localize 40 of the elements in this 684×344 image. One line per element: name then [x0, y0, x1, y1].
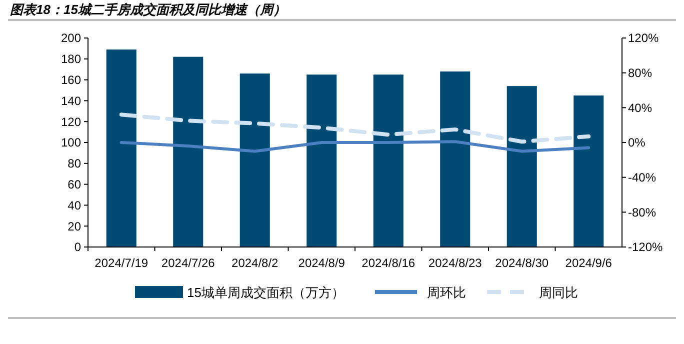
- bar: [373, 74, 404, 247]
- y2-tick-label: 80%: [628, 66, 652, 80]
- x-tick-label: 2024/7/19: [94, 256, 148, 270]
- y2-tick-label: -80%: [628, 205, 656, 220]
- y-tick-label: 60: [68, 178, 82, 192]
- bar: [574, 95, 604, 247]
- line-series: [119, 112, 591, 144]
- bar: [106, 49, 136, 247]
- y-tick-label: 120: [60, 114, 82, 129]
- bar: [240, 74, 270, 247]
- y-tick-label: 160: [60, 73, 82, 87]
- bar: [173, 56, 204, 247]
- bar: [306, 74, 337, 247]
- y-tick-label: 180: [60, 52, 82, 66]
- y-tick-label: 200: [60, 31, 82, 46]
- y-tick-label: 40: [68, 198, 82, 212]
- x-tick-label: 2024/8/30: [495, 256, 549, 270]
- chart-title: 图表18：15城二手房成交面积及同比增速（周）: [10, 2, 286, 17]
- y2-tick-label: -120%: [628, 240, 664, 254]
- y-tick-label: 0: [74, 240, 82, 254]
- bar: [506, 86, 537, 247]
- legend-label: 15城单周成交面积（万方）: [187, 285, 344, 300]
- y2-tick-label: 0%: [628, 136, 646, 150]
- legend-label: 周同比: [539, 285, 578, 300]
- x-tick-label: 2024/8/2: [232, 256, 279, 270]
- line-series: [120, 140, 590, 153]
- y2-tick-label: 120%: [628, 31, 660, 46]
- x-tick-label: 2024/8/9: [298, 256, 346, 270]
- y-tick-label: 140: [60, 94, 82, 108]
- x-tick-label: 2024/8/23: [428, 256, 482, 270]
- y-tick-label: 20: [68, 219, 82, 234]
- y-tick-label: 80: [68, 156, 82, 171]
- y2-tick-label: 40%: [628, 100, 652, 115]
- y2-tick-label: -40%: [628, 170, 656, 185]
- bar: [440, 71, 470, 247]
- legend-label: 周环比: [427, 285, 466, 300]
- x-tick-label: 2024/9/6: [565, 256, 612, 270]
- y-tick-label: 100: [60, 136, 82, 150]
- x-tick-label: 2024/8/16: [362, 256, 416, 270]
- x-tick-label: 2024/7/26: [161, 256, 216, 270]
